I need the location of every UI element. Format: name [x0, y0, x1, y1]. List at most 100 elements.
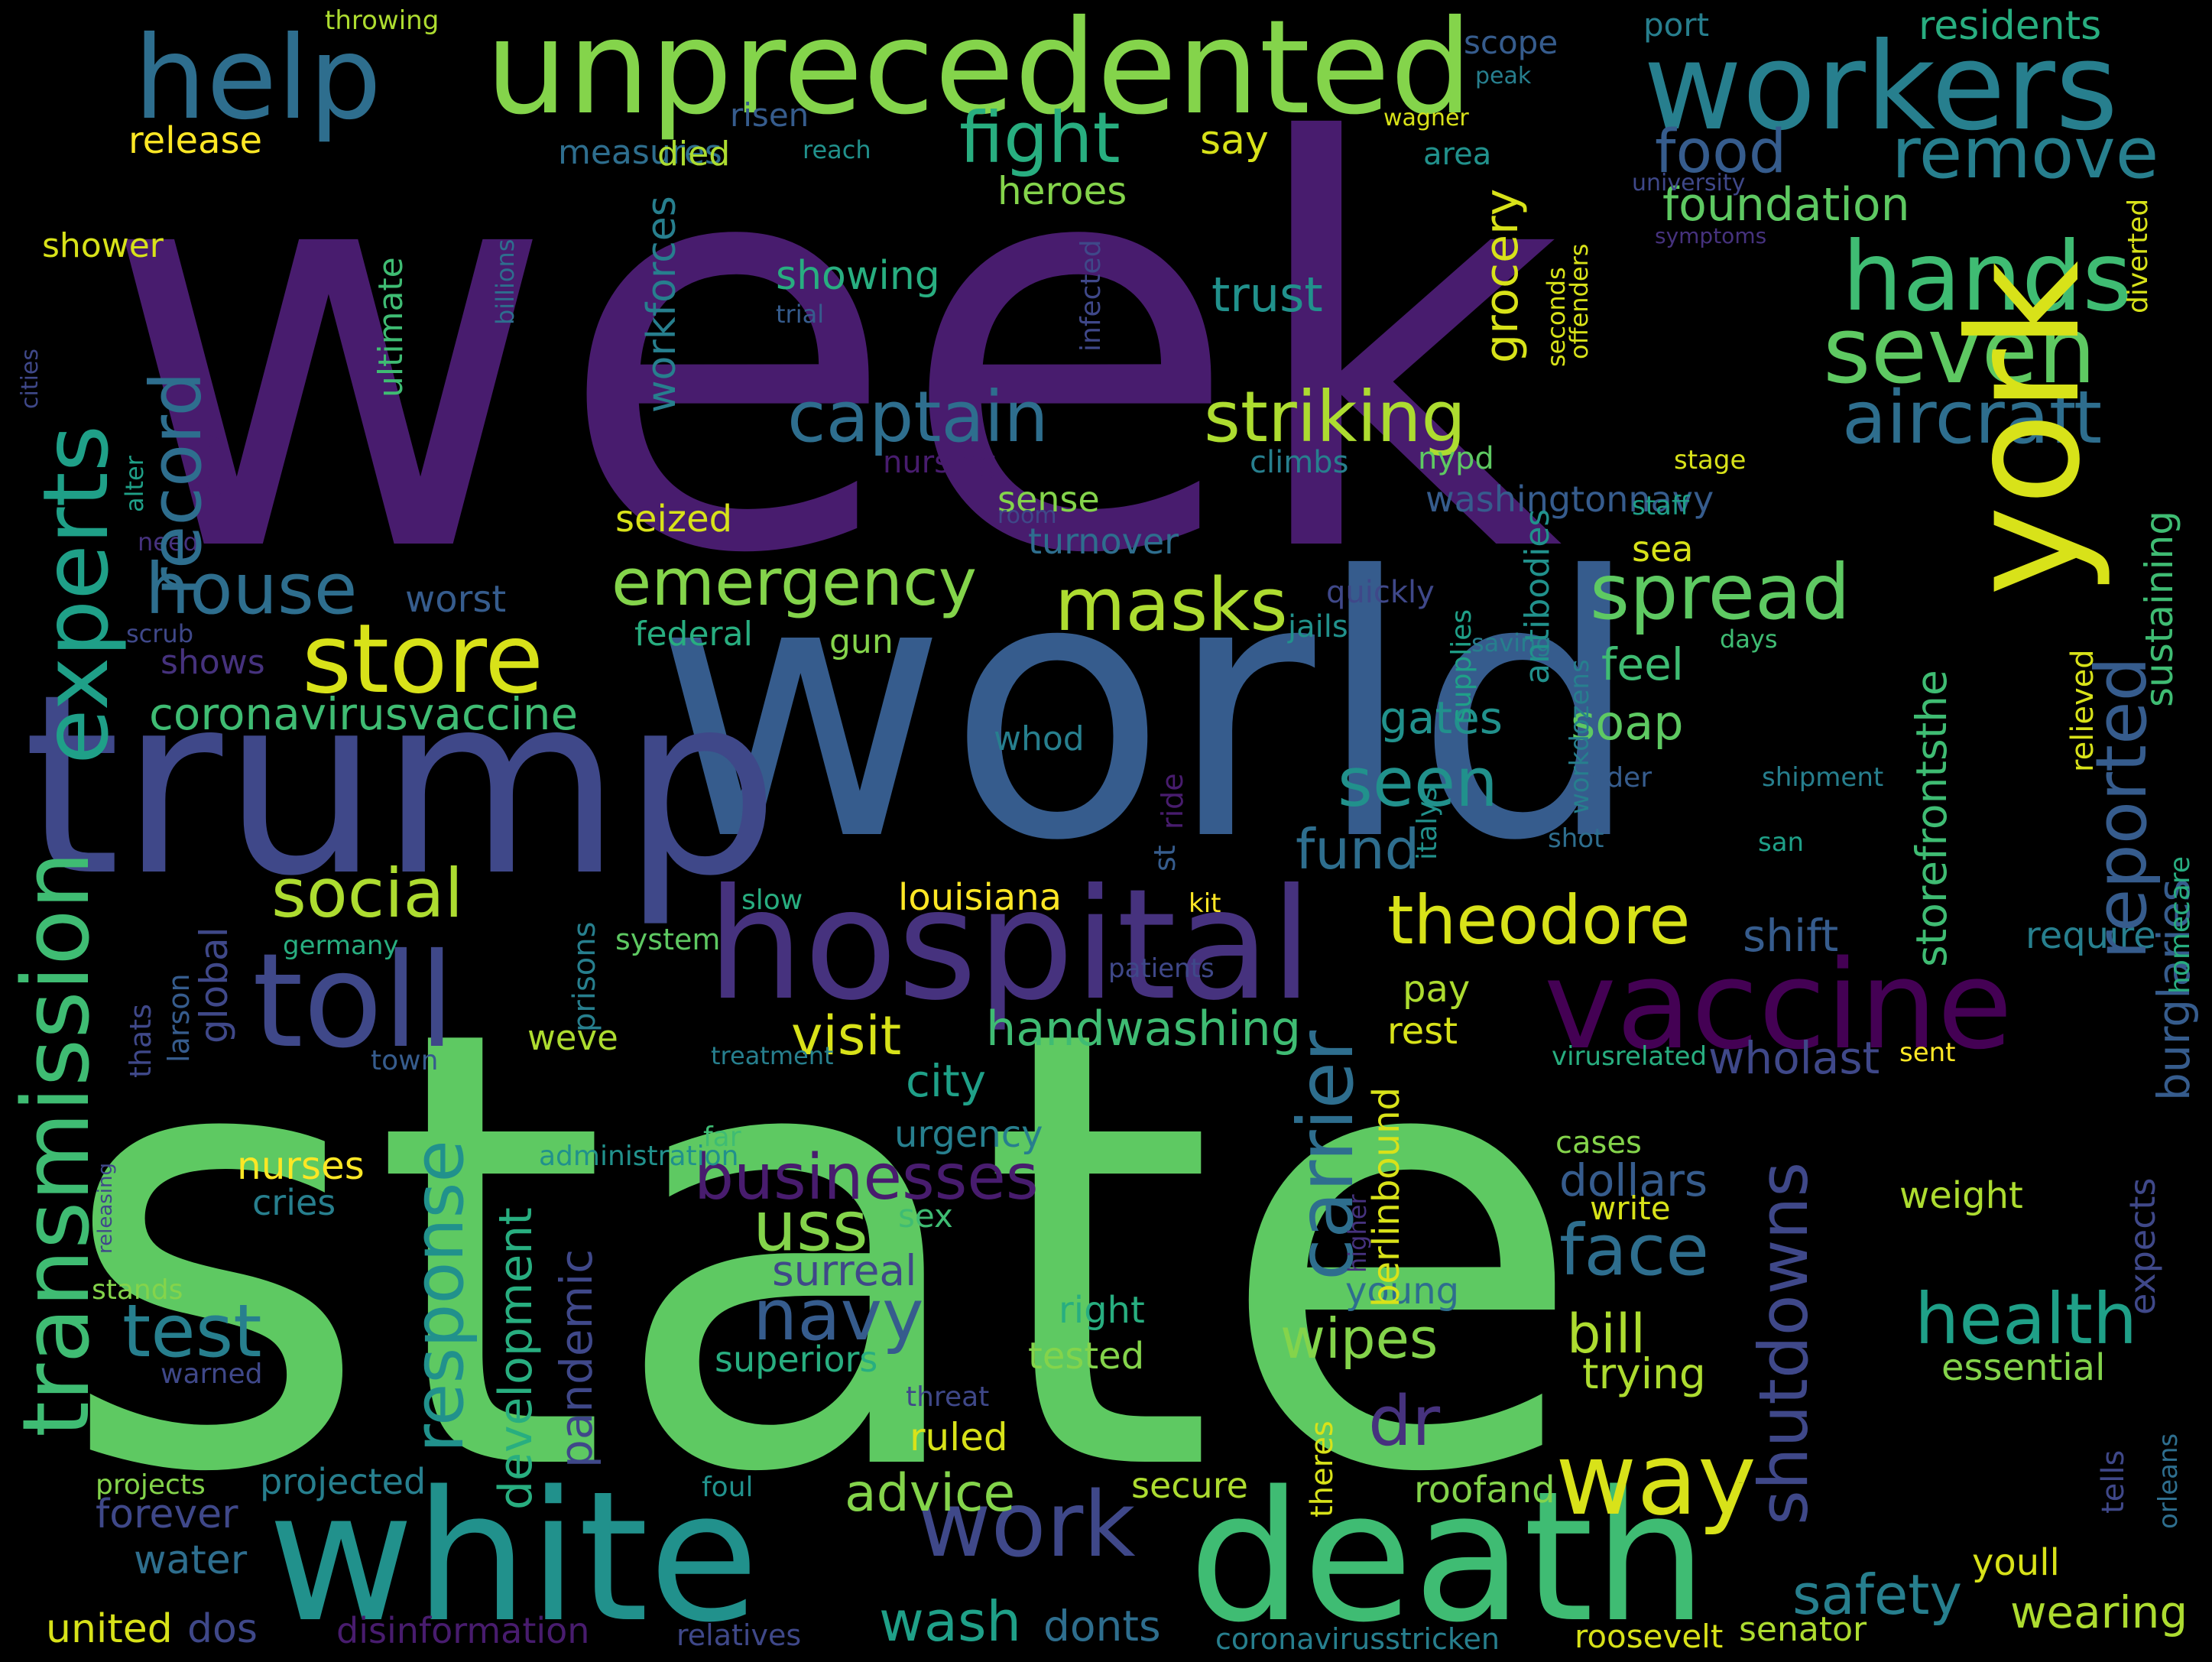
- cloud-word: city: [906, 1055, 987, 1107]
- cloud-word: advice: [845, 1463, 1016, 1524]
- cloud-word: disinformation: [336, 1610, 590, 1651]
- cloud-word: trump: [23, 641, 780, 930]
- cloud-word: wash: [879, 1589, 1022, 1654]
- cloud-word: berlinbound: [1365, 1087, 1408, 1307]
- cloud-word: health: [1915, 1278, 2138, 1360]
- cloud-word: sent: [1899, 1037, 1956, 1068]
- cloud-word: youll: [1972, 1541, 2060, 1584]
- cloud-word: senator: [1739, 1610, 1867, 1649]
- cloud-word: ultimate: [371, 257, 410, 398]
- cloud-word: scope: [1464, 24, 1558, 61]
- cloud-word: fund: [1296, 817, 1420, 881]
- cloud-word: house: [145, 548, 358, 630]
- cloud-word: days: [1720, 625, 1778, 654]
- cloud-word: wholast: [1708, 1032, 1880, 1084]
- cloud-word: transmission: [4, 851, 110, 1437]
- cloud-word: shutdowns: [1744, 1161, 1823, 1525]
- cloud-word: sense: [997, 479, 1100, 520]
- cloud-word: quickly: [1326, 575, 1435, 610]
- cloud-word: prisons: [567, 921, 602, 1032]
- cloud-word: food: [1655, 118, 1787, 187]
- cloud-word: peak: [1475, 63, 1532, 89]
- cloud-word: seven: [1823, 298, 2097, 404]
- cloud-word: death: [1189, 1453, 1708, 1662]
- cloud-word: sea: [1632, 528, 1694, 570]
- cloud-word: hospital: [707, 856, 1313, 1034]
- cloud-word: secure: [1131, 1465, 1248, 1506]
- cloud-word: patients: [1108, 953, 1215, 984]
- cloud-word: need: [138, 527, 199, 557]
- cloud-word: gates: [1380, 692, 1503, 744]
- cloud-word: global: [192, 927, 236, 1044]
- cloud-word: homecare: [2165, 855, 2196, 994]
- cloud-word: staff: [1632, 491, 1690, 521]
- cloud-word: unhealthy: [1074, 787, 1078, 788]
- cloud-word: seen: [1338, 743, 1498, 822]
- cloud-word: social: [271, 854, 463, 933]
- cloud-word: captain: [787, 376, 1049, 458]
- cloud-word: order: [1578, 762, 1652, 794]
- cloud-word: nurses: [237, 1144, 365, 1188]
- cloud-word: louisiana: [898, 876, 1062, 919]
- cloud-word: pay: [1403, 968, 1471, 1011]
- cloud-word: fight: [959, 97, 1121, 179]
- cloud-word: wagner: [1383, 105, 1469, 131]
- cloud-word: say: [1200, 118, 1269, 164]
- cloud-word: port: [1643, 6, 1710, 44]
- cloud-word: storefrontsthe: [1907, 670, 1956, 967]
- cloud-word: test: [122, 1290, 262, 1374]
- cloud-word: require: [2026, 914, 2156, 957]
- cloud-word: workforces: [639, 196, 685, 413]
- cloud-word: projects: [96, 1469, 206, 1501]
- cloud-word: family: [200, 433, 227, 505]
- cloud-word: releasing: [94, 1162, 117, 1254]
- cloud-word: bill: [1567, 1303, 1646, 1365]
- cloud-word: system: [615, 923, 721, 956]
- cloud-word: town: [371, 1045, 439, 1076]
- cloud-word: nursing: [883, 445, 997, 480]
- cloud-word: dr: [1368, 1381, 1441, 1462]
- cloud-word: dos: [187, 1606, 258, 1652]
- cloud-word: thats: [124, 1004, 157, 1078]
- cloud-word: san: [1758, 827, 1805, 858]
- cloud-word: administration: [539, 1141, 739, 1172]
- cloud-word: stage: [1674, 445, 1747, 476]
- cloud-word: supplies: [1446, 609, 1477, 722]
- cloud-word: sex: [898, 1197, 953, 1235]
- cloud-word: masks: [1055, 563, 1288, 648]
- cloud-word: uncertainties: [92, 1540, 97, 1541]
- cloud-word: forever: [96, 1492, 238, 1537]
- cloud-word: st: [1148, 845, 1182, 872]
- cloud-word: soap: [1571, 695, 1684, 751]
- cloud-word: roosevelt: [1575, 1618, 1724, 1655]
- cloud-word: release: [128, 119, 263, 162]
- cloud-word: safety: [1792, 1563, 1963, 1627]
- cloud-word: young: [1345, 1270, 1460, 1313]
- cloud-word: navy: [753, 1274, 924, 1356]
- cloud-word: donts: [1043, 1602, 1161, 1651]
- cloud-word: visit: [791, 1005, 902, 1067]
- cloud-word: diverted: [2123, 198, 2154, 313]
- cloud-word: higher: [1343, 1194, 1372, 1273]
- cloud-word: sustaining: [2137, 511, 2181, 707]
- cloud-word: development: [489, 1207, 543, 1510]
- cloud-word: cries: [252, 1182, 336, 1223]
- cloud-word: trying: [1582, 1349, 1706, 1398]
- cloud-word: response: [399, 1140, 479, 1453]
- cloud-word: threat: [906, 1381, 990, 1413]
- cloud-word: way: [1555, 1421, 1756, 1537]
- cloud-word: died: [657, 135, 731, 174]
- cloud-word: wearing: [2010, 1586, 2188, 1638]
- cloud-word: federal: [634, 615, 753, 654]
- cloud-word: turnover: [1028, 521, 1179, 562]
- cloud-word: weight: [1899, 1174, 2023, 1217]
- cloud-word: vaccine: [1544, 933, 2013, 1076]
- cloud-word: ride: [1156, 773, 1189, 829]
- cloud-word: world: [654, 501, 1643, 919]
- cloud-word: essential: [1941, 1346, 2106, 1389]
- cloud-word: spread: [1590, 547, 1850, 637]
- cloud-word: workdozens: [1565, 659, 1595, 814]
- cloud-word: uss: [753, 1186, 868, 1267]
- cloud-word: trust: [1211, 267, 1323, 323]
